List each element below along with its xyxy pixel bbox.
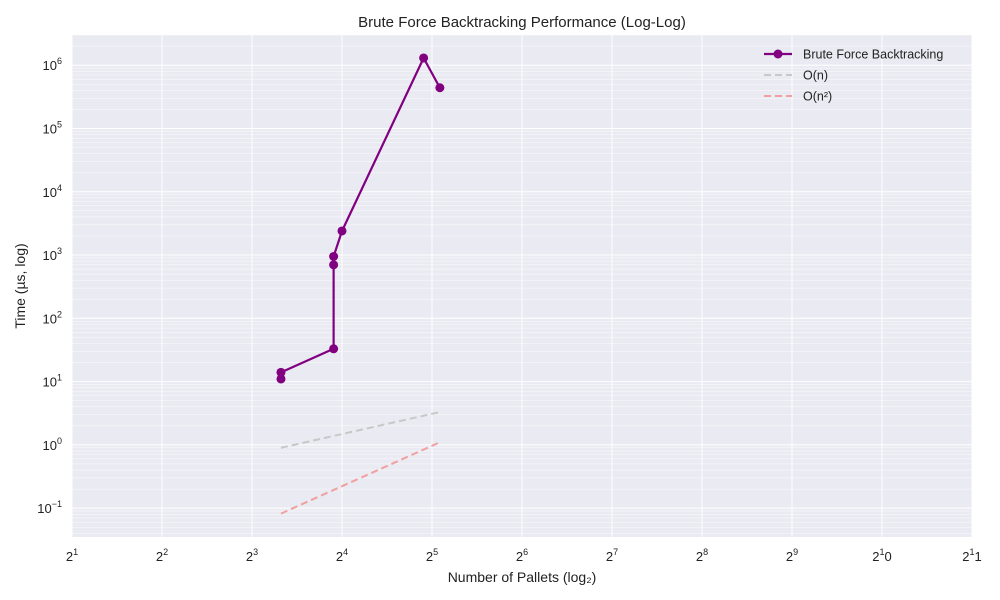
y-tick-label: 105 xyxy=(43,119,62,136)
x-tick-exponent: 4 xyxy=(343,547,348,557)
y-tick-base: 10 xyxy=(37,501,51,516)
x-tick-suffix: 0 xyxy=(885,549,892,564)
y-tick-base: 10 xyxy=(43,375,57,390)
x-tick-label: 26 xyxy=(516,547,528,564)
x-tick-exponent: 1 xyxy=(879,547,884,557)
y-tick-base: 10 xyxy=(43,58,57,73)
x-tick-exponent: 1 xyxy=(969,547,974,557)
x-tick-exponent: 1 xyxy=(73,547,78,557)
y-tick-base: 10 xyxy=(43,248,57,263)
x-tick-label: 28 xyxy=(696,547,708,564)
series-line-1 xyxy=(280,411,441,449)
x-tick-exponent: 8 xyxy=(703,547,708,557)
y-tick-exponent: 1 xyxy=(57,373,62,383)
y-tick-base: 10 xyxy=(43,121,57,136)
chart-title: Brute Force Backtracking Performance (Lo… xyxy=(358,14,686,31)
x-tick-label: 25 xyxy=(426,547,438,564)
y-tick-base: 10 xyxy=(43,438,57,453)
y-tick-exponent: 6 xyxy=(57,56,62,66)
y-tick-label: 101 xyxy=(43,373,62,390)
x-tick-base: 2 xyxy=(962,549,969,564)
y-tick-base: 10 xyxy=(43,311,57,326)
y-tick-base: 10 xyxy=(43,185,57,200)
series-0-point-7 xyxy=(435,83,445,93)
y-tick-exponent: 3 xyxy=(57,246,62,256)
x-tick-base: 2 xyxy=(786,549,793,564)
series-layer xyxy=(276,53,445,515)
y-tick-exponent: 4 xyxy=(57,183,62,193)
series-0-point-3 xyxy=(329,260,339,270)
x-tick-suffix: 1 xyxy=(975,549,982,564)
series-0-point-2 xyxy=(329,344,339,354)
y-tick-exponent: 0 xyxy=(57,436,62,446)
legend-label-2: O(n²) xyxy=(803,90,832,104)
grid-layer xyxy=(71,34,973,537)
x-tick-label: 24 xyxy=(336,547,348,564)
series-line-2 xyxy=(280,441,441,515)
y-axis-label: Time (µs, log) xyxy=(12,243,28,328)
series-0-point-4 xyxy=(329,251,339,261)
y-tick-label: 104 xyxy=(43,183,62,200)
y-tick-label: 10−1 xyxy=(37,499,62,516)
series-0-point-5 xyxy=(337,226,347,236)
legend-label-1: O(n) xyxy=(803,69,828,83)
y-tick-exponent: 5 xyxy=(57,119,62,129)
x-tick-base: 2 xyxy=(696,549,703,564)
x-tick-label: 27 xyxy=(606,547,618,564)
y-tick-label: 102 xyxy=(43,309,62,326)
x-tick-label: 22 xyxy=(156,547,168,564)
x-tick-label: 21 xyxy=(66,547,78,564)
x-tick-exponent: 9 xyxy=(793,547,798,557)
series-0-point-6 xyxy=(419,53,429,63)
legend: Brute Force Backtracking O(n) O(n²) xyxy=(764,48,943,104)
x-tick-base: 2 xyxy=(156,549,163,564)
x-tick-label: 211 xyxy=(962,547,981,564)
legend-marker-0 xyxy=(773,49,783,59)
x-tick-base: 2 xyxy=(516,549,523,564)
x-tick-label: 29 xyxy=(786,547,798,564)
y-tick-exponent: 2 xyxy=(57,309,62,319)
x-tick-exponent: 7 xyxy=(613,547,618,557)
x-tick-base: 2 xyxy=(426,549,433,564)
x-tick-exponent: 6 xyxy=(523,547,528,557)
x-tick-base: 2 xyxy=(66,549,73,564)
y-tick-label: 106 xyxy=(43,56,62,73)
y-tick-label: 100 xyxy=(43,436,62,453)
x-tick-exponent: 3 xyxy=(253,547,258,557)
x-tick-label: 23 xyxy=(246,547,258,564)
x-tick-exponent: 2 xyxy=(163,547,168,557)
x-tick-base: 2 xyxy=(336,549,343,564)
legend-label-0: Brute Force Backtracking xyxy=(803,48,943,62)
x-tick-base: 2 xyxy=(606,549,613,564)
x-axis-label: Number of Pallets (log₂) xyxy=(448,569,597,585)
x-tick-exponent: 5 xyxy=(433,547,438,557)
y-tick-label: 103 xyxy=(43,246,62,263)
x-tick-label: 210 xyxy=(872,547,891,564)
x-tick-base: 2 xyxy=(246,549,253,564)
x-tick-base: 2 xyxy=(872,549,879,564)
series-0-point-0 xyxy=(276,374,286,384)
series-0-point-1 xyxy=(276,367,286,377)
y-tick-exponent: −1 xyxy=(52,499,62,509)
